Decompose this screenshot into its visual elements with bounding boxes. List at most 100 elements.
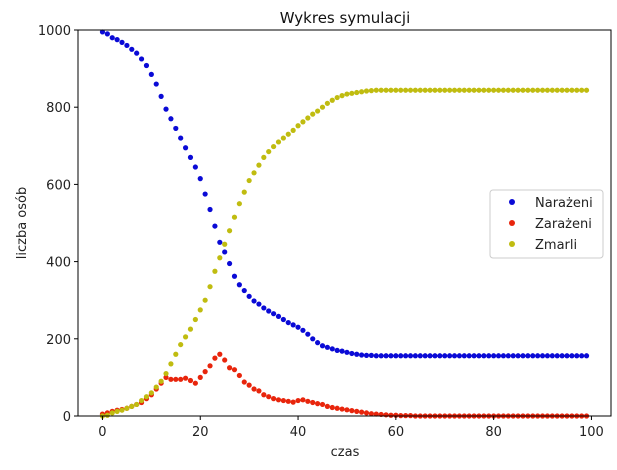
data-point — [280, 135, 286, 141]
data-point — [422, 87, 428, 93]
data-point — [329, 404, 335, 411]
data-point — [354, 89, 360, 96]
data-point — [104, 412, 110, 418]
data-point — [187, 377, 194, 384]
y-axis-title: liczba osób — [15, 187, 30, 259]
data-point — [520, 87, 526, 93]
data-point — [222, 249, 228, 255]
data-point — [202, 369, 208, 375]
series-2 — [99, 351, 590, 419]
y-tick-label: 600 — [46, 178, 71, 193]
data-point — [261, 154, 267, 160]
data-point — [285, 319, 291, 326]
data-point — [549, 87, 555, 93]
data-point — [197, 307, 203, 313]
data-point — [525, 353, 531, 359]
data-point — [505, 87, 511, 93]
data-point — [158, 378, 164, 384]
data-point — [456, 353, 463, 359]
data-point — [134, 401, 140, 408]
data-point — [481, 353, 487, 359]
data-point — [378, 87, 384, 93]
data-point — [486, 87, 492, 93]
data-point — [515, 353, 521, 359]
data-point — [398, 87, 404, 93]
data-point — [393, 353, 399, 359]
data-point — [246, 382, 252, 388]
data-point — [564, 353, 570, 359]
data-point — [583, 87, 590, 93]
data-point — [241, 287, 247, 294]
data-point — [280, 316, 286, 323]
data-point — [173, 125, 179, 132]
data-point — [241, 379, 247, 385]
legend-label: Zarażeni — [535, 217, 592, 232]
data-point — [324, 344, 330, 350]
data-point — [393, 412, 399, 418]
data-point — [285, 398, 291, 404]
data-point — [403, 87, 409, 93]
data-point — [505, 353, 511, 359]
data-point — [427, 353, 433, 359]
x-tick-label: 40 — [290, 425, 307, 440]
data-point — [535, 87, 541, 93]
data-point — [290, 322, 296, 328]
legend-item: Zmarli — [509, 238, 577, 253]
data-point — [363, 352, 370, 358]
data-point — [158, 93, 164, 99]
data-point — [148, 390, 154, 396]
data-point — [378, 353, 384, 359]
data-point — [510, 353, 516, 359]
data-point — [226, 260, 233, 267]
data-point — [143, 394, 150, 400]
data-point — [119, 39, 125, 45]
data-point — [451, 87, 458, 93]
data-point — [124, 42, 130, 49]
data-point — [520, 353, 526, 359]
data-point — [456, 87, 463, 93]
data-point — [212, 223, 218, 229]
data-point — [266, 148, 272, 155]
data-point — [315, 401, 321, 407]
data-point — [373, 353, 379, 359]
y-tick-label: 0 — [63, 410, 71, 425]
data-point — [432, 87, 438, 93]
data-point — [275, 139, 282, 145]
data-point — [363, 410, 370, 416]
legend-item: Narażeni — [509, 196, 593, 211]
data-point — [300, 397, 306, 403]
data-point — [300, 119, 306, 125]
data-point — [481, 87, 487, 93]
data-point — [383, 353, 389, 359]
legend-label: Narażeni — [535, 196, 593, 211]
data-point — [388, 353, 394, 359]
data-point — [554, 87, 560, 93]
data-point — [427, 87, 433, 93]
data-point — [256, 301, 262, 307]
data-point — [388, 87, 394, 93]
data-point — [339, 348, 345, 354]
data-point — [246, 177, 252, 184]
series-3 — [99, 87, 590, 419]
data-point — [236, 282, 242, 288]
y-tick-label: 1000 — [38, 24, 71, 39]
data-point — [99, 29, 106, 35]
data-point — [574, 87, 580, 93]
x-axis: 0 20 40 60 80 100 — [98, 416, 604, 440]
data-point — [559, 353, 565, 359]
data-point — [393, 87, 399, 93]
series-1 — [99, 29, 590, 359]
data-point — [461, 87, 467, 93]
data-point — [290, 127, 296, 133]
y-tick-label: 200 — [46, 333, 71, 348]
data-point — [114, 408, 120, 414]
data-point — [275, 397, 282, 403]
data-point — [124, 405, 130, 411]
data-point — [305, 115, 311, 121]
data-point — [500, 87, 507, 93]
data-point — [354, 351, 360, 357]
data-point — [525, 87, 531, 93]
data-point — [192, 316, 198, 323]
data-point — [491, 87, 497, 93]
data-point — [236, 372, 242, 379]
